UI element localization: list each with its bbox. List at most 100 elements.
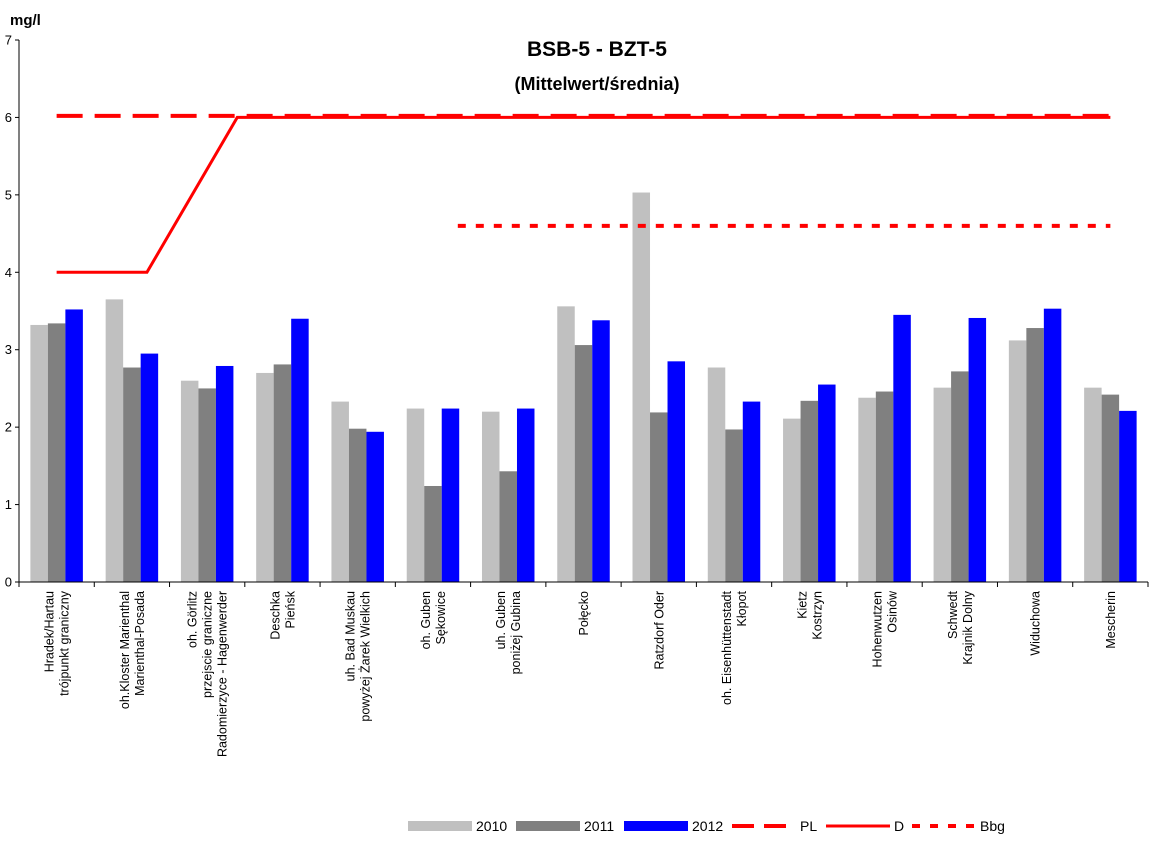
category-label-line: oh. Eisenhüttenstadt [720,590,734,704]
bar-2011-10 [800,400,819,582]
y-tick-label-5: 5 [5,187,12,202]
legend: 2010 2011 2012 PL D Bbg [408,818,1005,834]
bar-2012-12 [968,317,987,582]
bar-2010-9 [707,367,726,582]
category-label-10: KietzKostrzyn [795,591,824,640]
y-axis-label: mg/l [10,12,41,29]
category-label-12: SchwedtKrajnik Dolny [946,590,975,664]
category-label-11: HohenwutzenOsinów [871,590,900,667]
bar-2012-11 [893,314,911,582]
category-label-4: uh. Bad Muskaupowyżej Żarek Wielkich [344,591,373,722]
category-label-line: Pieńsk [283,590,297,628]
category-label-line: Marienthal-Posada [133,591,147,696]
bar-2011-11 [875,391,894,582]
bar-2012-6 [516,408,535,582]
category-label-line: Hradek/Hartau [43,591,57,672]
chart-subtitle: (Mittelwert/średnia) [514,74,679,94]
y-tick-label-3: 3 [5,342,12,357]
bar-2012-2 [215,365,234,582]
bar-2011-9 [725,429,743,582]
category-label-line: oh. Görlitz [186,591,200,648]
bar-2010-3 [256,372,274,582]
category-labels-layer: Hradek/Hartautrójpunkt graniczny oh.Klost… [43,590,1118,757]
chart-title: BSB-5 - BZT-5 [527,38,667,61]
bar-2012-4 [366,431,384,582]
bar-2010-12 [933,387,952,582]
legend-label-2010: 2010 [476,818,507,834]
category-label-line: Ratzdorf Oder [652,591,666,670]
bar-2010-11 [858,397,876,582]
category-label-line: Kostrzyn [810,591,824,640]
bar-2012-5 [441,408,460,582]
bar-2011-1 [123,367,141,582]
bar-2011-14 [1101,394,1120,582]
bar-2012-7 [592,320,610,582]
category-label-line: Połęcko [577,591,591,636]
legend-label-2012: 2012 [692,818,723,834]
line-D [56,115,1111,274]
category-label-line: oh.Kloster Marienthal [118,591,132,709]
bar-2011-4 [348,428,367,582]
bars-layer [30,192,1137,582]
category-label-13: Widuchowa [1029,591,1043,656]
bar-2011-2 [198,388,216,582]
bar-2010-2 [180,380,199,582]
bar-2012-3 [291,318,309,582]
y-tick-label-4: 4 [5,265,12,280]
bar-2010-6 [481,411,500,582]
legend-label-PL: PL [800,818,817,834]
y-tick-label-0: 0 [5,575,12,590]
legend-label-Bbg: Bbg [980,818,1005,834]
bar-2012-10 [818,384,836,582]
category-label-line: uh. Bad Muskau [344,591,358,681]
category-label-line: Sękowice [434,591,448,645]
category-label-6: uh. Gubenponiżej Gubina [494,591,523,674]
bar-2011-12 [951,371,969,582]
category-label-line: Hohenwutzen [871,591,885,667]
category-label-7: Połęcko [577,591,591,636]
bar-2010-14 [1084,387,1102,582]
category-label-line: oh. Guben [419,591,433,649]
category-label-line: uh. Guben [494,591,508,649]
bar-2010-7 [557,306,575,582]
reference-lines-layer [56,113,1111,274]
bar-2011-7 [574,345,593,582]
bar-2012-9 [742,401,761,582]
category-label-line: Widuchowa [1029,591,1043,656]
bar-2011-3 [273,364,292,582]
legend-label-2011: 2011 [584,818,614,834]
category-label-line: powyżej Żarek Wielkich [359,591,373,722]
legend-swatch-2010 [408,821,472,831]
legend-swatch-2012 [624,821,688,831]
y-tick-label-7: 7 [5,33,12,48]
category-label-line: Deschka [268,591,282,640]
category-label-line: Kłopot [735,590,749,626]
bar-2012-0 [65,309,83,582]
bar-2010-13 [1008,340,1027,582]
category-label-1: oh.Kloster MarienthalMarienthal-Posada [118,591,147,709]
bar-2011-13 [1026,328,1044,582]
y-tick-label-6: 6 [5,110,12,125]
axes-layer: 0 1 2 3 4 5 6 7 [5,33,1149,590]
category-label-line: poniżej Gubina [509,591,523,674]
category-label-3: DeschkaPieńsk [268,590,297,639]
category-label-line: trójpunkt graniczny [58,590,72,696]
category-label-line: Kietz [795,591,809,619]
bar-2012-13 [1043,308,1062,582]
bar-2010-10 [783,418,801,582]
category-label-5: oh. GubenSękowice [419,591,448,649]
category-label-2: oh. Görlitzprzejscie graniczneRadomierzy… [186,591,230,757]
bar-2011-0 [47,323,66,582]
category-label-line: Schwedt [946,590,960,638]
category-label-8: Ratzdorf Oder [652,591,666,670]
bar-2010-5 [406,408,425,582]
bar-2012-14 [1119,410,1137,582]
bar-2012-1 [140,353,159,582]
category-label-line: Osinów [886,590,900,633]
bar-2010-8 [632,192,651,582]
category-label-line: Krajnik Dolny [961,590,975,664]
bar-2010-1 [105,299,124,582]
bar-2012-8 [667,361,686,582]
legend-swatch-2011 [516,821,580,831]
